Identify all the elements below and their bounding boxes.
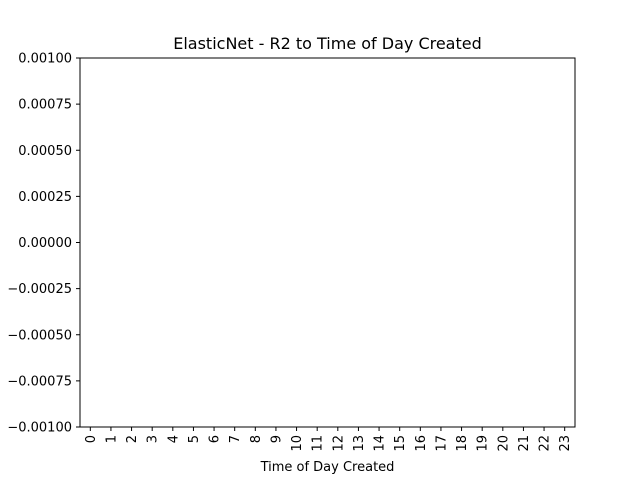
x-tick-label: 11 <box>311 435 326 452</box>
x-tick-label: 0 <box>84 435 99 443</box>
x-tick-label: 7 <box>228 435 243 443</box>
x-tick-label: 3 <box>146 435 161 443</box>
x-tick-label: 9 <box>269 435 284 443</box>
y-tick-label: −0.00100 <box>7 421 72 436</box>
x-tick-label: 22 <box>538 435 553 452</box>
x-tick-label: 8 <box>249 435 264 443</box>
y-tick-label: 0.00100 <box>18 52 72 67</box>
y-tick-label: −0.00075 <box>7 374 72 389</box>
x-tick-label: 21 <box>517 435 532 452</box>
x-tick-label: 15 <box>393 435 408 452</box>
x-tick-label: 13 <box>352 435 367 452</box>
y-tick-label: 0.00000 <box>18 236 72 251</box>
x-tick-label: 16 <box>414 435 429 452</box>
x-tick-label: 1 <box>104 435 119 443</box>
x-tick-label: 4 <box>166 435 181 443</box>
x-axis-label: Time of Day Created <box>260 460 395 475</box>
y-tick-label: 0.00050 <box>18 144 72 159</box>
y-tick-label: 0.00025 <box>18 190 72 205</box>
x-tick-label: 10 <box>290 435 305 452</box>
x-tick-label: 2 <box>125 435 140 443</box>
x-tick-label: 12 <box>331 435 346 452</box>
y-axis: 0.00100 0.00075 0.00050 0.00025 0.00000 −0.00… <box>7 52 80 436</box>
x-tick-label: 18 <box>455 435 470 452</box>
x-tick-label: 5 <box>187 435 202 443</box>
x-tick-label: 6 <box>208 435 223 443</box>
chart-title: ElasticNet - R2 to Time of Day Created <box>173 34 482 53</box>
x-tick-label: 19 <box>476 435 491 452</box>
x-tick-label: 17 <box>434 435 449 452</box>
y-tick-label: −0.00025 <box>7 282 72 297</box>
plot-area <box>79 57 576 428</box>
y-tick-label: 0.00075 <box>18 98 72 113</box>
y-tick-label: −0.00050 <box>7 328 72 343</box>
x-tick-label: 23 <box>558 435 573 452</box>
x-tick-label: 14 <box>373 435 388 452</box>
x-axis: 0 1 2 3 4 5 6 7 8 9 10 11 12 13 14 15 16 17 18 19 20 21 22 23 <box>84 427 573 452</box>
x-tick-label: 20 <box>496 435 511 452</box>
